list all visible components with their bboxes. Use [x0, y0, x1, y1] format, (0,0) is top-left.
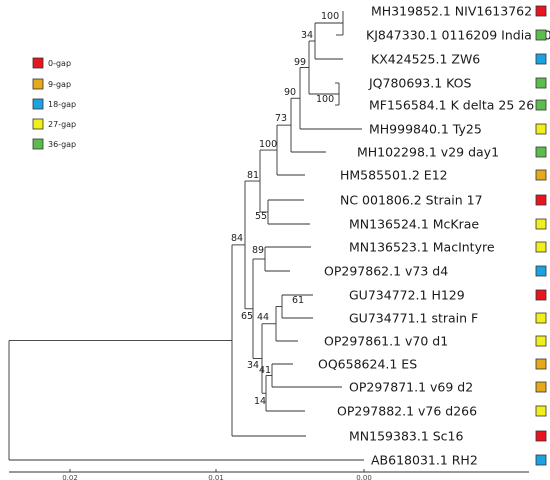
bootstrap-value: 61 — [292, 295, 304, 306]
bootstrap-value: 65 — [241, 311, 253, 322]
gap-square — [535, 5, 547, 17]
legend-swatch — [32, 98, 44, 110]
gap-square — [535, 312, 547, 324]
legend-swatch — [32, 138, 44, 150]
axis-tick-label: 0.00 — [356, 474, 372, 480]
bootstrap-value: 84 — [231, 233, 243, 244]
scale-axis: 0.02 0.01 0.00 — [9, 469, 529, 480]
gap-square — [535, 146, 547, 158]
gap-square — [535, 169, 547, 181]
leaf-label: OP297861.1 v70 d1 — [324, 334, 448, 349]
legend-label: 36-gap — [48, 140, 76, 149]
gap-square — [535, 99, 547, 111]
tree-branches — [8, 11, 364, 461]
legend-label: 27-gap — [48, 120, 76, 129]
legend-label: 9-gap — [48, 80, 71, 89]
leaf-label: OQ658624.1 ES — [318, 357, 417, 372]
leaf-label: OP297871.1 v69 d2 — [349, 380, 473, 395]
gap-square — [535, 265, 547, 277]
leaf-label: OP297882.1 v76 d266 — [337, 404, 477, 419]
leaf-label: MH102298.1 v29 day1 — [357, 145, 499, 160]
axis-tick-label: 0.01 — [208, 474, 224, 480]
leaf-label: GU734771.1 strain F — [349, 311, 478, 326]
bootstrap-value: 99 — [294, 57, 306, 68]
leaf-label: MF156584.1 K delta 25 26 — [369, 98, 534, 113]
gap-square — [535, 29, 547, 41]
leaf-label: KJ847330.1 0116209 India 2011 — [366, 28, 550, 43]
leaf-label: GU734772.1 H129 — [349, 288, 465, 303]
leaf-label: OP297862.1 v73 d4 — [324, 264, 448, 279]
gap-square — [535, 405, 547, 417]
legend-label: 0-gap — [48, 59, 71, 68]
gap-square — [535, 289, 547, 301]
leaf-label: AB618031.1 RH2 — [371, 453, 478, 468]
gap-legend: 0-gap 9-gap 18-gap 27-gap 36-gap — [32, 57, 76, 150]
bootstrap-value: 100 — [259, 139, 277, 150]
bootstrap-value: 44 — [257, 312, 269, 323]
gap-square — [535, 381, 547, 393]
gap-square — [535, 454, 547, 466]
leaf-label: MN136524.1 McKrae — [349, 217, 479, 232]
bootstrap-value: 90 — [284, 87, 296, 98]
legend-swatch — [32, 118, 44, 130]
leaf-label: KX424525.1 ZW6 — [371, 52, 480, 67]
gap-square — [535, 53, 547, 65]
bootstrap-value: 34 — [301, 30, 313, 41]
leaf-label: MH999840.1 Ty25 — [369, 122, 482, 137]
bootstrap-value: 89 — [252, 245, 264, 256]
legend-swatch — [32, 57, 44, 69]
bootstrap-value: 81 — [247, 170, 259, 181]
gap-square — [535, 218, 547, 230]
leaf-labels: MH319852.1 NIV1613762 KJ847330.1 0116209 … — [318, 4, 550, 468]
gap-square — [535, 241, 547, 253]
gap-square — [535, 77, 547, 89]
gap-squares — [535, 5, 547, 466]
leaf-label: MH319852.1 NIV1613762 — [371, 4, 532, 19]
leaf-label: MN159383.1 Sc16 — [349, 429, 464, 444]
bootstrap-value: 14 — [254, 396, 266, 407]
bootstrap-value: 41 — [259, 365, 271, 376]
gap-square — [535, 430, 547, 442]
leaf-label: HM585501.2 E12 — [340, 168, 448, 183]
legend-label: 18-gap — [48, 100, 76, 109]
bootstrap-value: 55 — [255, 211, 267, 222]
bootstrap-value: 100 — [321, 11, 339, 22]
gap-square — [535, 335, 547, 347]
leaf-label: JQ780693.1 KOS — [368, 76, 471, 91]
bootstrap-value: 100 — [316, 94, 334, 105]
axis-tick-label: 0.02 — [62, 474, 78, 480]
gap-square — [535, 194, 547, 206]
bootstrap-value: 34 — [247, 360, 259, 371]
leaf-label: MN136523.1 MacIntyre — [349, 240, 495, 255]
legend-swatch — [32, 78, 44, 90]
leaf-label: NC 001806.2 Strain 17 — [340, 193, 483, 208]
bootstrap-value: 73 — [275, 113, 287, 124]
gap-square — [535, 123, 547, 135]
gap-square — [535, 358, 547, 370]
